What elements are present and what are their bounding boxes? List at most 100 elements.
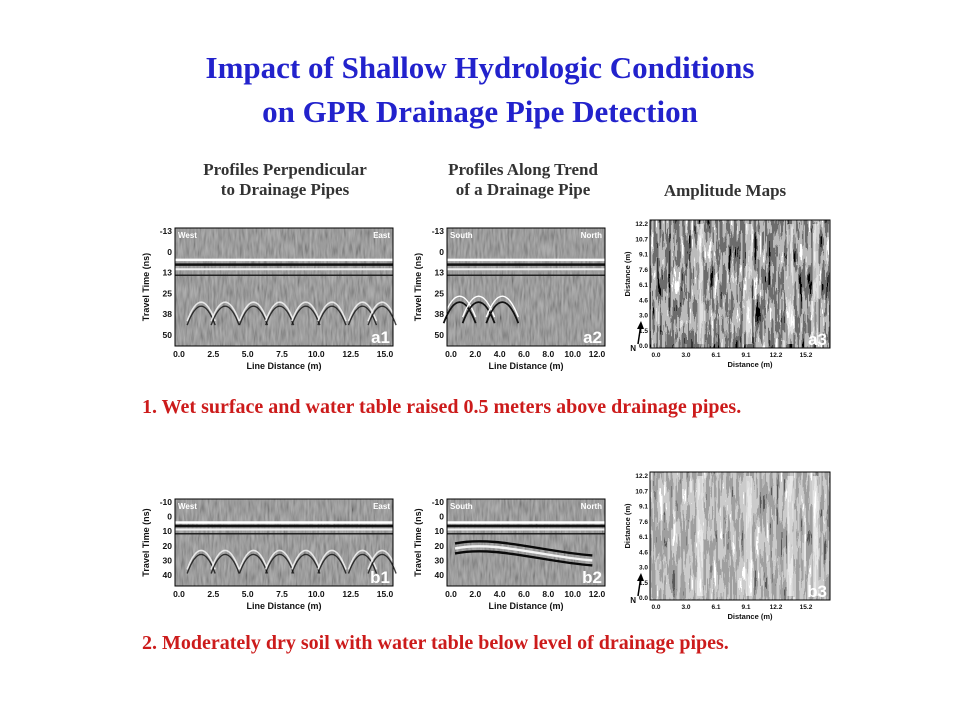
- y-tick-label: 25: [435, 288, 445, 298]
- panel-label: a1: [371, 328, 390, 347]
- map-y-tick-label: 4.6: [639, 297, 648, 304]
- pipe-streak: [697, 224, 704, 344]
- reflector-hyperbola: [442, 301, 477, 324]
- radargram-texture: [175, 228, 393, 346]
- x-tick-label: 7.5: [276, 589, 288, 599]
- header-along: Profiles Along Trend of a Drainage Pipe: [418, 160, 628, 200]
- radargram-texture: [447, 228, 605, 346]
- north-arrow-icon: [637, 323, 642, 345]
- x-tick-label: 0.0: [445, 349, 457, 359]
- map-x-tick-label: 3.0: [681, 352, 690, 359]
- y-tick-label: 20: [435, 541, 445, 551]
- x-tick-label: 2.0: [469, 589, 481, 599]
- pipe-trend-reflector: [454, 550, 593, 567]
- map-x-axis-label: Distance (m): [727, 360, 773, 369]
- y-axis-label: Travel Time (ns): [413, 253, 423, 321]
- map-texture: [650, 472, 830, 600]
- pipe-streak: [812, 224, 819, 344]
- reflector-hyperbola-light: [461, 295, 496, 318]
- y-tick-label: 25: [163, 288, 173, 298]
- map-y-tick-label: 9.1: [639, 252, 648, 259]
- map-y-axis-label: Distance (m): [623, 251, 632, 297]
- panel-label: a2: [583, 328, 602, 347]
- pipe-hyperbola-shadow: [186, 305, 216, 326]
- map-y-tick-label: 6.1: [639, 534, 648, 541]
- y-tick-label: 20: [163, 541, 173, 551]
- y-tick-label: 30: [163, 555, 173, 565]
- x-tick-label: 15.0: [377, 349, 394, 359]
- radargram-texture: [447, 499, 605, 586]
- pipe-hyperbola: [210, 549, 240, 570]
- profile-left-label: South: [450, 502, 473, 511]
- pipe-hyperbola: [367, 549, 397, 570]
- x-tick-label: 12.5: [342, 349, 359, 359]
- radargram-background: [447, 228, 605, 346]
- x-axis-label: Line Distance (m): [246, 361, 321, 371]
- pipe-hyperbola: [367, 301, 397, 322]
- pipe-streak: [787, 224, 794, 344]
- x-tick-label: 6.0: [518, 589, 530, 599]
- panel-label: b3: [807, 582, 827, 601]
- y-tick-label: 0: [439, 512, 444, 522]
- pipe-hyperbola-shadow: [186, 553, 216, 574]
- map-frame: [649, 471, 831, 601]
- map-x-tick-label: 6.1: [711, 352, 720, 359]
- north-arrow-head-icon: [637, 321, 644, 329]
- x-tick-label: 10.0: [308, 349, 325, 359]
- x-tick-label: 15.0: [377, 589, 394, 599]
- map-x-tick-label: 0.0: [651, 604, 660, 611]
- x-tick-label: 2.5: [207, 589, 219, 599]
- x-axis-label: Line Distance (m): [488, 361, 563, 371]
- map-y-tick-label: 1.5: [639, 580, 648, 587]
- y-tick-label: -10: [432, 497, 445, 507]
- map-y-tick-label: 12.2: [635, 473, 648, 480]
- x-tick-label: 4.0: [494, 349, 506, 359]
- north-arrow-head-icon: [637, 573, 644, 581]
- map-x-tick-label: 15.2: [800, 352, 813, 359]
- caption-row-2: 2. Moderately dry soil with water table …: [142, 632, 729, 654]
- panel-label: b2: [582, 568, 602, 587]
- pipe-hyperbola-shadow: [367, 553, 397, 574]
- map-texture: [650, 220, 830, 348]
- reflector-hyperbola-light: [442, 295, 477, 318]
- y-tick-label: 50: [163, 330, 173, 340]
- pipe-hyperbola: [291, 549, 321, 570]
- x-tick-label: 10.0: [564, 349, 581, 359]
- y-tick-label: 10: [435, 526, 445, 536]
- pipe-hyperbola-shadow: [264, 305, 295, 326]
- x-tick-label: 6.0: [518, 349, 530, 359]
- pipe-hyperbola-shadow: [238, 553, 269, 574]
- map-background: [650, 472, 830, 600]
- caption-row-1: 1. Wet surface and water table raised 0.…: [142, 396, 742, 418]
- pipe-hyperbola: [210, 301, 240, 322]
- radargram-frame: [174, 227, 394, 347]
- y-tick-label: 0: [439, 247, 444, 257]
- map-frame: [649, 219, 831, 349]
- profile-left-label: South: [450, 231, 473, 240]
- radargram-background: [175, 499, 393, 586]
- pipe-hyperbola: [317, 549, 347, 570]
- map-y-tick-label: 1.5: [639, 328, 648, 335]
- pipe-hyperbola-shadow: [317, 305, 347, 326]
- pipe-hyperbola-shadow: [367, 305, 397, 326]
- header-perpendicular-line-1: Profiles Perpendicular: [203, 160, 367, 179]
- pipe-hyperbola: [347, 301, 378, 322]
- map-y-tick-label: 10.7: [635, 236, 648, 243]
- profile-left-label: West: [178, 502, 197, 511]
- x-tick-label: 5.0: [242, 589, 254, 599]
- map-x-tick-label: 0.0: [651, 352, 660, 359]
- y-tick-label: 40: [435, 570, 445, 580]
- map-x-tick-label: 3.0: [681, 604, 690, 611]
- x-tick-label: 5.0: [242, 349, 254, 359]
- radargram-frame: [446, 227, 606, 347]
- y-tick-label: 0: [167, 512, 172, 522]
- y-axis-label: Travel Time (ns): [141, 508, 151, 576]
- x-tick-label: 2.0: [469, 349, 481, 359]
- pipe-streak: [746, 224, 752, 344]
- profile-right-label: North: [581, 502, 602, 511]
- y-tick-label: 50: [435, 330, 445, 340]
- figure-row-2: West East b1 -10 0 10 20 30 40 Travel Time (ns) 0.…: [141, 471, 831, 621]
- x-tick-label: 8.0: [542, 589, 554, 599]
- pipe-hyperbola: [347, 549, 378, 570]
- map-y-tick-label: 12.2: [635, 221, 648, 228]
